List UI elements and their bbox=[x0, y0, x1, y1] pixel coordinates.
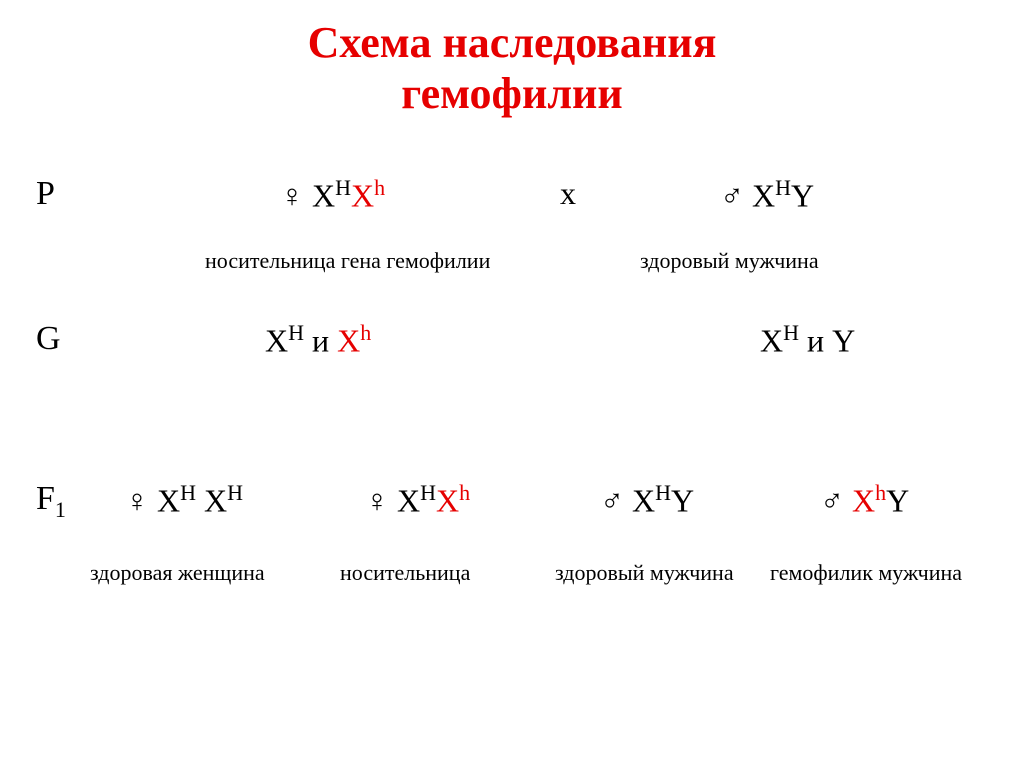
p-father-genotype: ♂ XHY bbox=[720, 175, 814, 215]
p-father-description: здоровый мужчина bbox=[640, 248, 819, 274]
f1-desc-2: носительница bbox=[340, 560, 470, 586]
p-mother-genotype: ♀ XHXh bbox=[280, 175, 385, 215]
diagram-title: Схема наследования гемофилии bbox=[0, 0, 1024, 119]
title-line-1: Схема наследования bbox=[0, 18, 1024, 69]
p-cross-symbol: x bbox=[560, 175, 576, 212]
p-mother-description: носительница гена гемофилии bbox=[205, 248, 490, 274]
g-male-gametes: XH и Y bbox=[760, 320, 855, 360]
row-f1-label: F1 bbox=[36, 480, 66, 523]
f1-offspring-3: ♂ XHY bbox=[600, 480, 694, 520]
title-line-2: гемофилии bbox=[0, 69, 1024, 120]
g-female-gametes: XH и Xh bbox=[265, 320, 371, 360]
f1-desc-4: гемофилик мужчина bbox=[770, 560, 962, 586]
row-g-label: G bbox=[36, 320, 61, 358]
f1-label-main: F bbox=[36, 480, 55, 517]
f1-desc-3: здоровый мужчина bbox=[555, 560, 734, 586]
f1-offspring-1: ♀ XH XH bbox=[125, 480, 243, 520]
f1-offspring-2: ♀ XHXh bbox=[365, 480, 470, 520]
f1-desc-1: здоровая женщина bbox=[90, 560, 265, 586]
row-p-label: P bbox=[36, 175, 55, 213]
f1-offspring-4: ♂ XhY bbox=[820, 480, 909, 520]
f1-label-sub: 1 bbox=[55, 497, 66, 522]
